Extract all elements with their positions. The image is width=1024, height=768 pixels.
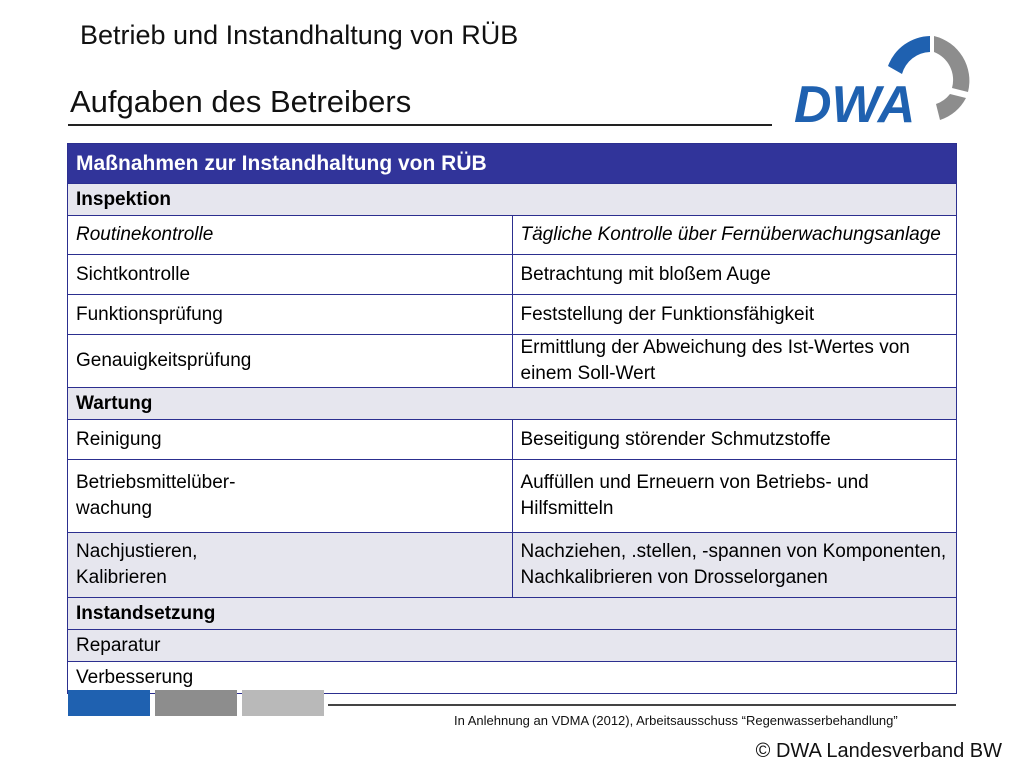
table-row: Verbesserung [67, 661, 957, 694]
table-row: Genauigkeitsprüfung Ermittlung der Abwei… [67, 334, 957, 388]
section-label: Instandsetzung [67, 597, 957, 630]
page-title: Aufgaben des Betreibers [70, 84, 412, 119]
header-title: Betrieb und Instandhaltung von RÜB [80, 20, 519, 50]
term-cell: Betriebsmittelüber-wachung [67, 459, 513, 533]
logo-arc-gray-lower [936, 94, 966, 120]
description-cell: Nachziehen, .stellen, -spannen von Kompo… [511, 532, 957, 598]
copyright-notice: © DWA Landesverband BW [755, 740, 1002, 762]
term-cell: Genauigkeitsprüfung [67, 334, 513, 388]
section-row-instandsetzung: Instandsetzung [67, 597, 957, 630]
term-cell: Verbesserung [67, 661, 957, 694]
description-cell: Feststellung der Funktionsfähigkeit [511, 294, 957, 335]
footer-bar-blue [68, 690, 150, 716]
table-row: Nachjustieren, Kalibrieren Nachziehen, .s… [67, 532, 957, 598]
logo-wordmark: DWA [794, 76, 915, 128]
table-row: Reparatur [67, 629, 957, 662]
footer-bar-lightgray [242, 690, 324, 716]
term-cell: Nachjustieren, Kalibrieren [67, 532, 513, 598]
source-citation: In Anlehnung an VDMA (2012), Arbeitsauss… [454, 713, 898, 728]
section-row-wartung: Wartung [67, 387, 957, 420]
title-divider [68, 124, 772, 126]
section-row-inspektion: Inspektion [67, 183, 957, 216]
description-cell: Tägliche Kontrolle über Fernüberwachungs… [511, 215, 957, 255]
term-cell: Reparatur [67, 629, 957, 662]
description-cell: Betrachtung mit bloßem Auge [511, 254, 957, 295]
section-label: Wartung [67, 387, 957, 420]
footer-divider [328, 704, 956, 706]
table-row: Funktionsprüfung Feststellung der Funkti… [67, 294, 957, 335]
table-row: Reinigung Beseitigung störender Schmutzs… [67, 419, 957, 460]
table-row: Routinekontrolle Tägliche Kontrolle über… [67, 215, 957, 255]
table-row: Sichtkontrolle Betrachtung mit bloßem Au… [67, 254, 957, 295]
dwa-logo: DWA [794, 36, 970, 128]
term-cell: Routinekontrolle [67, 215, 513, 255]
table-heading: Maßnahmen zur Instandhaltung von RÜB [67, 143, 957, 184]
term-cell: Funktionsprüfung [67, 294, 513, 335]
logo-arc-blue [888, 36, 930, 74]
term-cell: Sichtkontrolle [67, 254, 513, 295]
table-row: Betriebsmittelüber-wachung Auffüllen und… [67, 459, 957, 533]
section-label: Inspektion [67, 183, 957, 216]
logo-arc-gray [934, 36, 970, 92]
measures-table: Maßnahmen zur Instandhaltung von RÜB Ins… [67, 143, 957, 694]
description-cell: Auffüllen und Erneuern von Betriebs- und… [511, 459, 957, 533]
description-cell: Ermittlung der Abweichung des Ist-Wertes… [511, 334, 957, 388]
term-cell: Reinigung [67, 419, 513, 460]
footer-bar-gray [155, 690, 237, 716]
description-cell: Beseitigung störender Schmutzstoffe [511, 419, 957, 460]
